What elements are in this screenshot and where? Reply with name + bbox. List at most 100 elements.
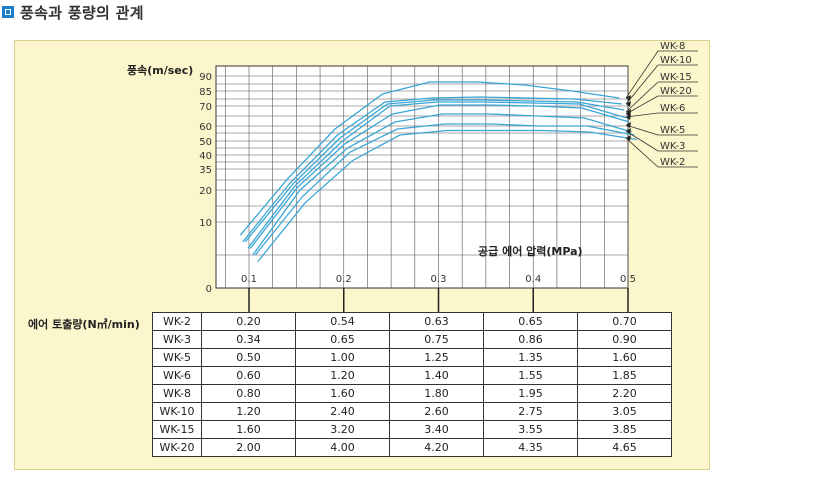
series-leader-line [625, 112, 659, 118]
flow-value-cell: 0.34 [201, 330, 296, 349]
series-leader-line [625, 137, 659, 168]
model-cell: WK-2 [152, 312, 202, 331]
series-leader-line [625, 50, 659, 99]
flow-value-cell: 0.63 [389, 312, 484, 331]
table-row: WK-10 1.20 2.40 2.60 2.75 3.05 [152, 402, 672, 421]
flow-value-cell: 0.50 [201, 348, 296, 367]
model-cell: WK-8 [152, 384, 202, 403]
y-tick-label: 85 [199, 87, 212, 98]
model-cell: WK-15 [152, 420, 202, 439]
series-arrow-icon [626, 101, 631, 107]
x-tick-label: 0.4 [525, 274, 541, 285]
flow-value-cell: 1.20 [201, 402, 296, 421]
flow-value-cell: 0.70 [577, 312, 672, 331]
y-tick-label: 40 [199, 151, 212, 162]
flow-value-cell: 1.40 [389, 366, 484, 385]
series-label: WK-2 [660, 157, 685, 168]
flow-value-cell: 4.00 [295, 438, 390, 457]
y-tick-label: 70 [199, 102, 212, 113]
flow-value-cell: 1.20 [295, 366, 390, 385]
flow-value-cell: 1.35 [483, 348, 578, 367]
flow-value-cell: 3.05 [577, 402, 672, 421]
series-leader-line [625, 130, 659, 152]
section-header: 풍속과 풍량의 관계 [0, 0, 144, 24]
model-cell: WK-3 [152, 330, 202, 349]
flow-value-cell: 1.60 [577, 348, 672, 367]
series-line [239, 81, 620, 236]
section-title: 풍속과 풍량의 관계 [20, 3, 144, 22]
series-label: WK-20 [660, 86, 692, 97]
series-label: WK-5 [660, 125, 685, 136]
y-tick-label: 60 [199, 122, 212, 133]
y-axis-title: 풍속(m/sec) [127, 64, 193, 77]
flow-value-cell: 0.54 [295, 312, 390, 331]
square-bullet-icon [2, 6, 14, 18]
flow-value-cell: 4.35 [483, 438, 578, 457]
series-label: WK-10 [660, 55, 692, 66]
flow-value-cell: 1.00 [295, 348, 390, 367]
table-row: WK-15 1.60 3.20 3.40 3.55 3.85 [152, 420, 672, 439]
flow-value-cell: 1.85 [577, 366, 672, 385]
table-row: WK-5 0.50 1.00 1.25 1.35 1.60 [152, 348, 672, 367]
flow-value-cell: 2.75 [483, 402, 578, 421]
table-row: WK-20 2.00 4.00 4.20 4.35 4.65 [152, 438, 672, 457]
series-label: WK-8 [660, 41, 685, 52]
x-tick-label: 0.1 [241, 274, 257, 285]
flow-value-cell: 0.90 [577, 330, 672, 349]
series-line [247, 101, 627, 249]
flow-value-cell: 4.20 [389, 438, 484, 457]
table-row: WK-2 0.20 0.54 0.63 0.65 0.70 [152, 312, 672, 331]
y-tick-label: 90 [199, 72, 212, 83]
series-line [249, 104, 630, 249]
y-tick-label: 0 [206, 284, 212, 295]
flow-value-cell: 0.65 [483, 312, 578, 331]
flow-value-cell: 1.60 [295, 384, 390, 403]
model-cell: WK-10 [152, 402, 202, 421]
series-arrow-icon [626, 122, 631, 128]
x-tick-label: 0.2 [336, 274, 352, 285]
series-line [244, 99, 625, 243]
series-label: WK-6 [660, 103, 685, 114]
model-cell: WK-6 [152, 366, 202, 385]
series-arrow-icon [626, 135, 631, 141]
flow-value-cell: 1.25 [389, 348, 484, 367]
series-arrow-icon [626, 128, 631, 134]
series-leader-line [625, 124, 659, 136]
flow-value-cell: 3.20 [295, 420, 390, 439]
series-line [242, 96, 622, 243]
table-row: WK-3 0.34 0.65 0.75 0.86 0.90 [152, 330, 672, 349]
flow-value-cell: 3.85 [577, 420, 672, 439]
flow-value-cell: 0.65 [295, 330, 390, 349]
flow-value-cell: 0.20 [201, 312, 296, 331]
flow-value-cell: 4.65 [577, 438, 672, 457]
flow-value-cell: 0.80 [201, 384, 296, 403]
x-axis-title: 공급 에어 압력(MPa) [478, 244, 583, 258]
flow-value-cell: 3.40 [389, 420, 484, 439]
x-tick-label: 0.3 [431, 274, 447, 285]
model-cell: WK-20 [152, 438, 202, 457]
x-tick-label: 0.5 [620, 274, 636, 285]
y-tick-label: 20 [199, 186, 212, 197]
model-cell: WK-5 [152, 348, 202, 367]
table-row: WK-6 0.60 1.20 1.40 1.55 1.85 [152, 366, 672, 385]
y-tick-label: 10 [199, 218, 212, 229]
flow-value-cell: 1.95 [483, 384, 578, 403]
flow-value-cell: 2.40 [295, 402, 390, 421]
flow-value-cell: 0.75 [389, 330, 484, 349]
flow-value-cell: 2.60 [389, 402, 484, 421]
table-label: 에어 토출량(N㎥/min) [28, 318, 140, 331]
series-leader-line [625, 81, 659, 113]
flow-value-cell: 1.55 [483, 366, 578, 385]
flow-value-cell: 2.20 [577, 384, 672, 403]
series-line [254, 123, 635, 256]
series-line [257, 129, 637, 263]
table-row: WK-8 0.80 1.60 1.80 1.95 2.20 [152, 384, 672, 403]
y-tick-label: 35 [199, 165, 212, 176]
series-arrow-icon [626, 114, 631, 120]
y-tick-label: 50 [199, 137, 212, 148]
series-label: WK-15 [660, 72, 692, 83]
flow-value-cell: 0.60 [201, 366, 296, 385]
flow-value-cell: 3.55 [483, 420, 578, 439]
series-leader-line [625, 95, 659, 115]
